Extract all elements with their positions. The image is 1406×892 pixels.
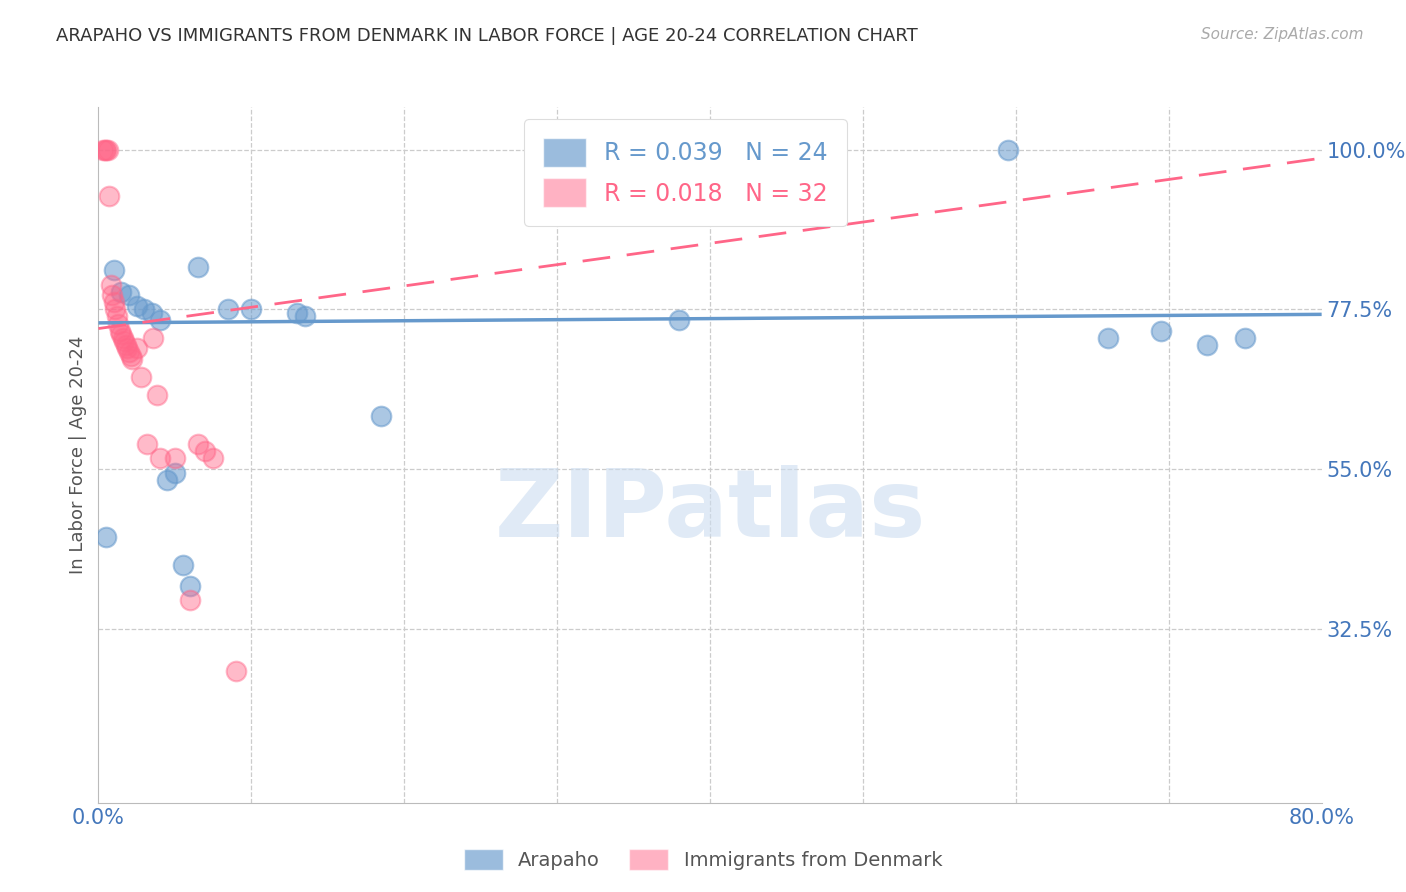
Point	[110, 327, 132, 342]
Point	[108, 324, 131, 338]
Point	[194, 444, 217, 458]
Point	[217, 302, 239, 317]
Point	[97, 143, 120, 157]
Point	[149, 313, 172, 327]
Point	[997, 143, 1019, 157]
Point	[93, 143, 115, 157]
Point	[118, 345, 141, 359]
Legend: R = 0.039   N = 24, R = 0.018   N = 32: R = 0.039 N = 24, R = 0.018 N = 32	[524, 119, 846, 226]
Point	[225, 665, 247, 679]
Point	[285, 306, 308, 320]
Point	[134, 302, 156, 317]
Point	[120, 349, 142, 363]
Point	[125, 342, 148, 356]
Point	[100, 277, 122, 292]
Point	[117, 342, 139, 356]
Point	[668, 313, 690, 327]
Y-axis label: In Labor Force | Age 20-24: In Labor Force | Age 20-24	[69, 335, 87, 574]
Point	[115, 338, 138, 352]
Legend: Arapaho, Immigrants from Denmark: Arapaho, Immigrants from Denmark	[456, 841, 950, 878]
Point	[370, 409, 392, 423]
Point	[129, 369, 152, 384]
Point	[136, 437, 159, 451]
Point	[149, 451, 172, 466]
Point	[163, 451, 186, 466]
Point	[202, 451, 225, 466]
Point	[294, 310, 316, 324]
Point	[156, 473, 179, 487]
Point	[103, 295, 125, 310]
Point	[187, 260, 209, 274]
Point	[91, 143, 114, 157]
Point	[107, 317, 129, 331]
Point	[104, 302, 127, 317]
Point	[98, 188, 121, 202]
Point	[110, 285, 132, 299]
Point	[112, 334, 135, 349]
Point	[1097, 331, 1119, 345]
Point	[187, 437, 209, 451]
Point	[142, 331, 165, 345]
Point	[179, 593, 201, 607]
Point	[240, 302, 263, 317]
Point	[94, 530, 117, 544]
Text: Source: ZipAtlas.com: Source: ZipAtlas.com	[1201, 27, 1364, 42]
Point	[172, 558, 194, 572]
Point	[145, 387, 167, 401]
Point	[101, 288, 124, 302]
Point	[125, 299, 148, 313]
Point	[141, 306, 163, 320]
Point	[1195, 338, 1218, 352]
Point	[1150, 324, 1173, 338]
Point	[103, 263, 125, 277]
Point	[94, 143, 117, 157]
Point	[111, 331, 134, 345]
Point	[105, 310, 128, 324]
Point	[118, 288, 141, 302]
Point	[121, 352, 143, 367]
Point	[1234, 331, 1257, 345]
Point	[179, 579, 201, 593]
Text: ARAPAHO VS IMMIGRANTS FROM DENMARK IN LABOR FORCE | AGE 20-24 CORRELATION CHART: ARAPAHO VS IMMIGRANTS FROM DENMARK IN LA…	[56, 27, 918, 45]
Text: ZIPatlas: ZIPatlas	[495, 465, 925, 557]
Point	[163, 466, 186, 480]
